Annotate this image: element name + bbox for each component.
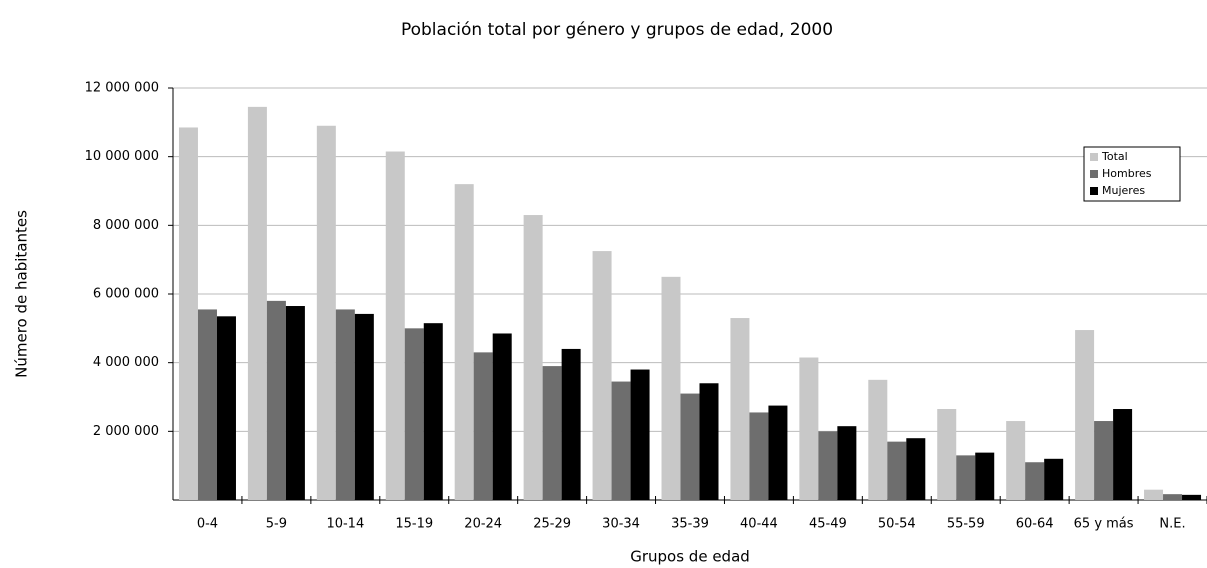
bar	[216, 316, 236, 500]
bar	[611, 381, 631, 500]
bar	[423, 323, 443, 500]
x-tick-label: 45-49	[809, 517, 847, 532]
bar	[868, 379, 888, 500]
x-tick-label: 35-39	[671, 517, 709, 532]
bar	[592, 251, 612, 500]
x-tick-label: 40-44	[740, 517, 778, 532]
bar	[1025, 462, 1045, 500]
bar	[799, 357, 819, 500]
bar	[266, 300, 286, 500]
bar	[247, 106, 267, 500]
x-tick-label: 20-24	[464, 517, 502, 532]
bar	[699, 383, 719, 500]
bar	[523, 215, 543, 501]
x-tick-label: 5-9	[266, 517, 287, 532]
legend-label: Total	[1101, 150, 1128, 163]
x-tick-label: 0-4	[197, 517, 218, 532]
bar	[749, 412, 769, 500]
chart-title: Población total por género y grupos de e…	[401, 20, 833, 40]
bar	[1113, 409, 1133, 500]
bar	[178, 127, 198, 500]
bar	[1006, 421, 1026, 500]
y-tick-label: 10 000 000	[85, 149, 159, 164]
x-tick-label: 50-54	[878, 517, 916, 532]
y-tick-label: 4 000 000	[93, 355, 159, 370]
bar	[1163, 494, 1183, 500]
bar	[1182, 494, 1202, 500]
x-tick-label: 15-19	[395, 517, 433, 532]
bar	[542, 366, 562, 500]
legend-swatch	[1090, 187, 1098, 195]
bar	[661, 276, 681, 500]
x-tick-label: 25-29	[533, 517, 571, 532]
x-tick-label: 60-64	[1016, 517, 1054, 532]
bar	[975, 452, 995, 500]
x-tick-label: 30-34	[602, 517, 640, 532]
legend-label: Hombres	[1102, 167, 1152, 180]
bar	[492, 333, 512, 500]
legend-swatch	[1090, 170, 1098, 178]
bar	[768, 405, 788, 500]
bar	[473, 352, 493, 500]
x-tick-label: N.E.	[1159, 517, 1185, 532]
bar	[354, 313, 374, 500]
bar	[906, 438, 926, 500]
y-axis-label: Número de habitantes	[13, 210, 31, 378]
bar	[404, 328, 424, 500]
bar	[956, 455, 976, 500]
bar	[1094, 421, 1114, 500]
bar	[316, 125, 336, 501]
bar	[385, 151, 405, 500]
bar	[285, 306, 305, 500]
x-tick-label: 65 y más	[1074, 517, 1134, 532]
bar	[730, 318, 750, 500]
x-tick-label: 10-14	[326, 517, 364, 532]
y-tick-label: 6 000 000	[93, 287, 159, 302]
bar	[1044, 458, 1064, 500]
bar	[937, 409, 957, 500]
legend-label: Mujeres	[1102, 184, 1145, 197]
x-axis-label: Grupos de edad	[630, 548, 750, 566]
bar	[680, 393, 700, 500]
bar	[1075, 330, 1095, 500]
legend-box	[1083, 146, 1181, 202]
bar	[197, 309, 217, 500]
bar	[454, 184, 474, 500]
bar	[630, 369, 650, 500]
bar	[887, 441, 907, 500]
bar	[1144, 489, 1164, 500]
y-tick-label: 2 000 000	[93, 424, 159, 439]
bar	[837, 426, 857, 500]
bar	[818, 431, 838, 500]
y-tick-label: 8 000 000	[93, 218, 159, 233]
legend-swatch	[1090, 153, 1098, 161]
y-tick-label: 12 000 000	[85, 81, 159, 96]
x-tick-label: 55-59	[947, 517, 985, 532]
bar	[335, 309, 355, 500]
bar	[561, 348, 581, 500]
